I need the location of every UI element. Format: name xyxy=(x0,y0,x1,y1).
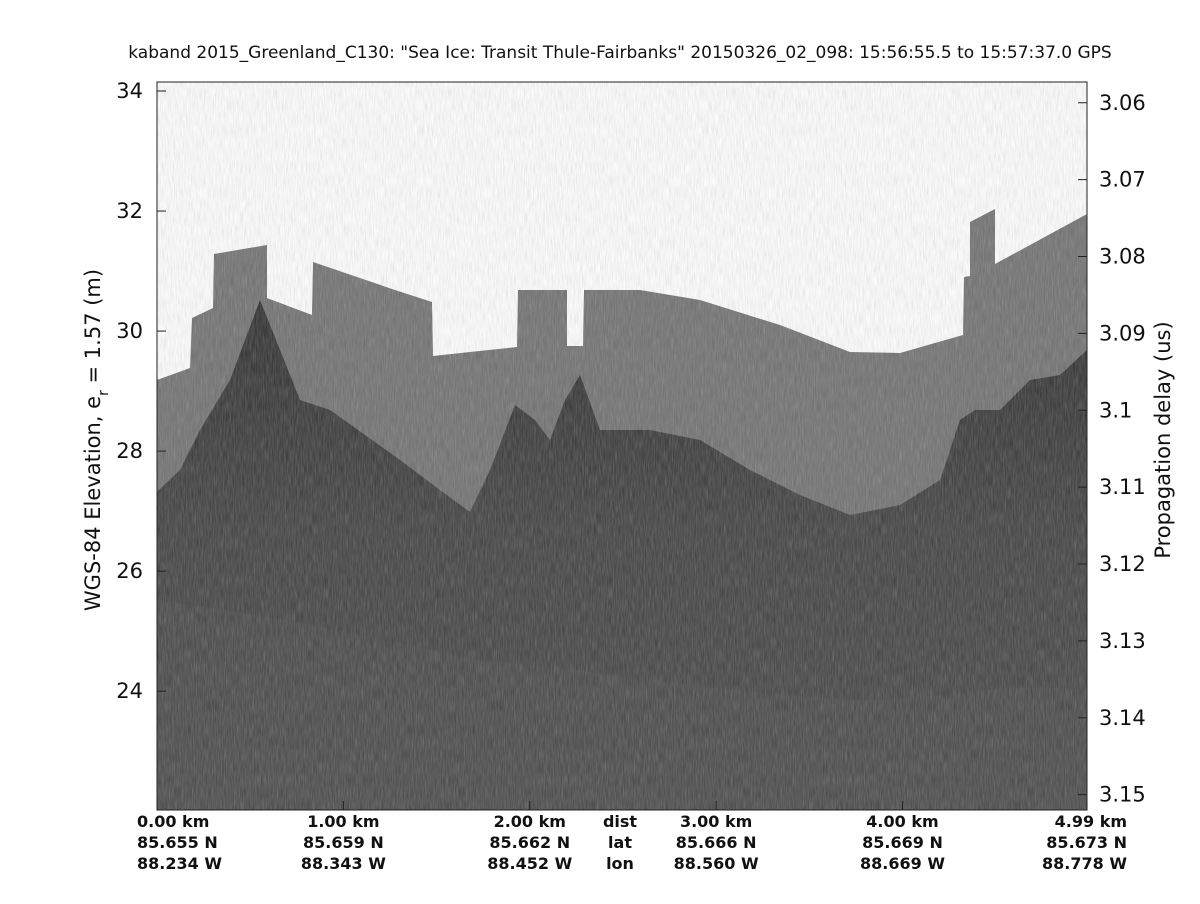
y2-tick-label: 3.12 xyxy=(1099,552,1146,576)
y2-tick-label: 3.06 xyxy=(1099,91,1146,115)
x-tick-label: 4.00 km xyxy=(866,812,938,831)
lon-label: 88.560 W xyxy=(674,854,759,873)
lon-label: 88.669 W xyxy=(860,854,945,873)
lat-label: 85.669 N xyxy=(862,833,943,852)
y-tick-label: 26 xyxy=(116,559,143,583)
y-tick-label: 34 xyxy=(116,79,143,103)
x-tick-label: 1.00 km xyxy=(307,812,379,831)
y2-tick-label: 3.11 xyxy=(1099,475,1146,499)
x-tick-label: 0.00 km xyxy=(137,812,209,831)
lat-label: 85.659 N xyxy=(303,833,384,852)
lon-label: 88.234 W xyxy=(137,854,222,873)
y-label-main: WGS-84 Elevation, e xyxy=(81,396,105,611)
lat-label: 85.666 N xyxy=(676,833,757,852)
echogram-image xyxy=(157,82,1087,810)
lon-label: 88.343 W xyxy=(301,854,386,873)
y-tick-label: 32 xyxy=(116,199,143,223)
y2-tick-label: 3.08 xyxy=(1099,245,1146,269)
row-label: lon xyxy=(606,854,634,873)
x-tick-label: 2.00 km xyxy=(494,812,566,831)
x-tick-label: 4.99 km xyxy=(1055,812,1127,831)
x-tick-label: 3.00 km xyxy=(680,812,752,831)
y-label-sub: r xyxy=(96,390,112,396)
y2-tick-label: 3.07 xyxy=(1099,168,1146,192)
chart-title: kaband 2015_Greenland_C130: "Sea Ice: Tr… xyxy=(128,43,1111,63)
y2-axis-label: Propagation delay (us) xyxy=(1151,321,1175,558)
y2-tick-label: 3.14 xyxy=(1099,706,1146,730)
y-label-rest: = 1.57 (m) xyxy=(81,269,105,390)
y-tick-label: 28 xyxy=(116,439,143,463)
lat-label: 85.673 N xyxy=(1046,833,1127,852)
plot-frame xyxy=(156,81,1088,811)
lon-label: 88.452 W xyxy=(487,854,572,873)
y-tick-label: 24 xyxy=(116,679,143,703)
row-label: dist xyxy=(603,812,637,831)
y2-tick-label: 3.1 xyxy=(1099,398,1132,422)
y2-tick-label: 3.09 xyxy=(1099,321,1146,345)
y-tick-label: 30 xyxy=(116,319,143,343)
lat-label: 85.655 N xyxy=(137,833,218,852)
y-axis-label: WGS-84 Elevation, er = 1.57 (m) xyxy=(81,269,112,611)
row-label: lat xyxy=(608,833,632,852)
lon-label: 88.778 W xyxy=(1042,854,1127,873)
lat-label: 85.662 N xyxy=(489,833,570,852)
y2-tick-label: 3.15 xyxy=(1099,783,1146,807)
y2-tick-label: 3.13 xyxy=(1099,629,1146,653)
